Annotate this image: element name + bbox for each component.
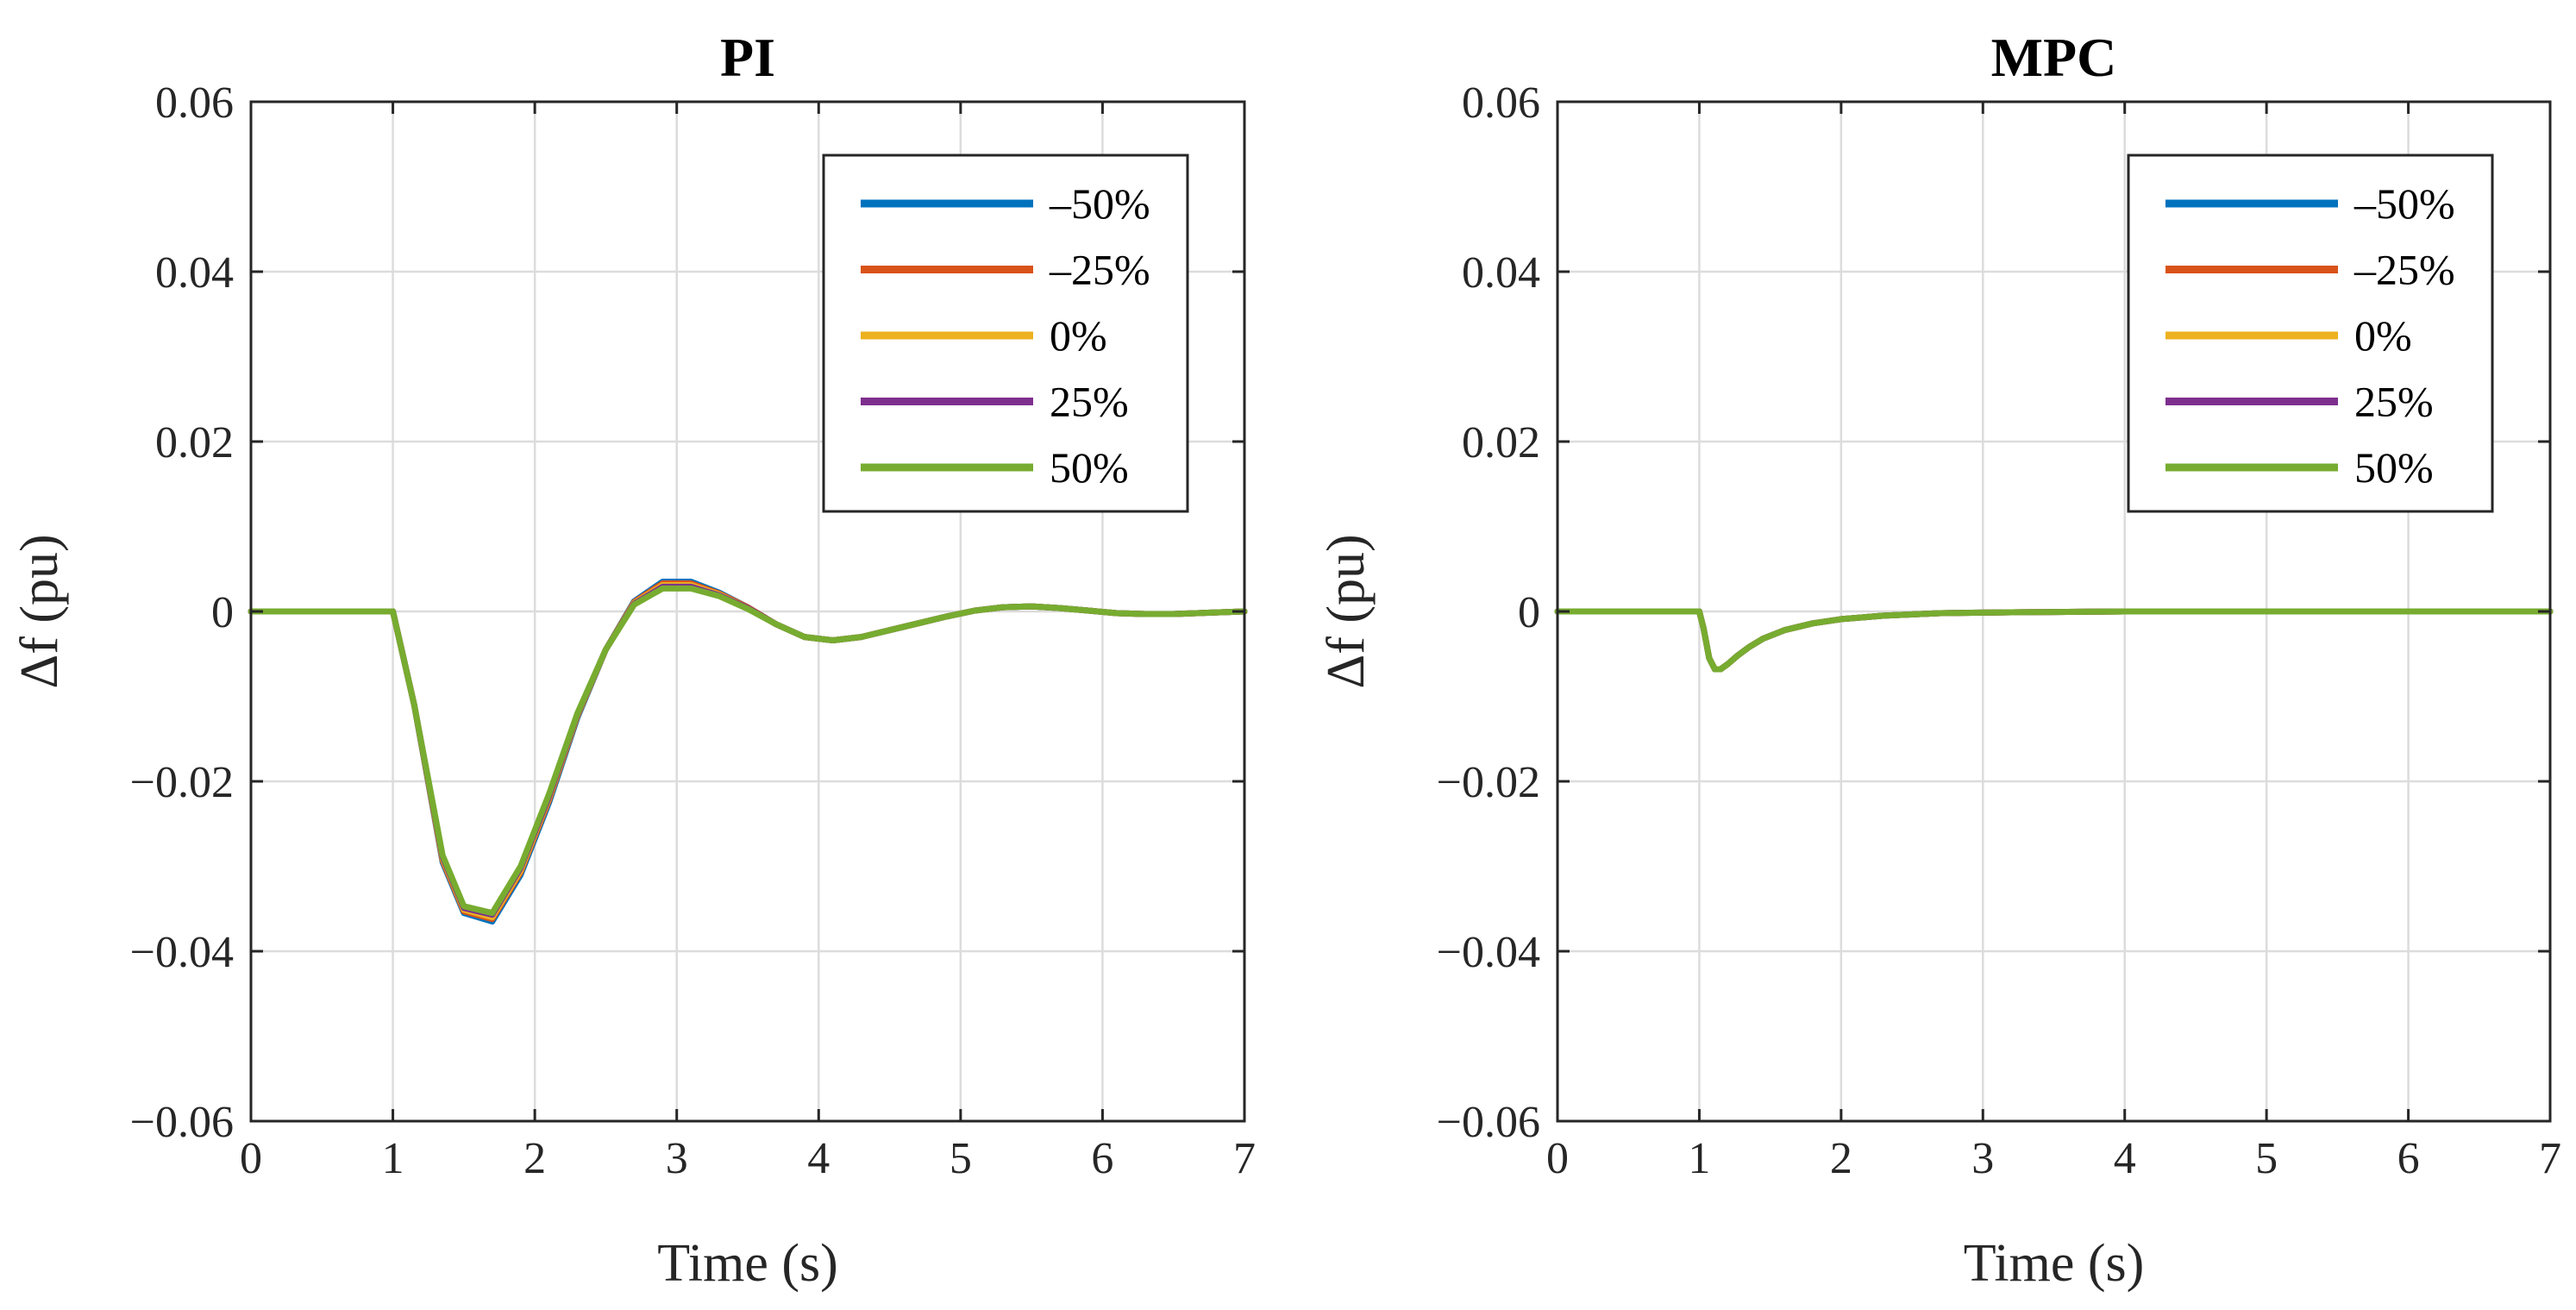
- legend: –50% –25% 0% 25% 50%: [822, 154, 1189, 513]
- legend-label-4: 50%: [2354, 443, 2434, 492]
- x-tick-label: 6: [2397, 1134, 2420, 1183]
- chart-title: PI: [720, 27, 775, 88]
- x-tick-label: 0: [1546, 1134, 1569, 1183]
- y-tick-label: 0.02: [1462, 418, 1540, 467]
- x-tick-label: 5: [950, 1134, 972, 1183]
- x-tick-label: 0: [240, 1134, 262, 1183]
- y-tick-label: 0: [1518, 588, 1540, 637]
- legend-label-0: –50%: [2353, 179, 2455, 228]
- x-tick-label: 1: [382, 1134, 404, 1183]
- chart-title: MPC: [1991, 27, 2117, 88]
- y-tick-label: 0: [211, 588, 234, 637]
- y-axis-label: Δf (pu): [1317, 534, 1376, 688]
- panel-mpc: 0 1 2 3 4 5 6 7 −0.06 −0.04 −0.02 0 0.02 0.04 0.06 MPC T…: [1317, 27, 2561, 1293]
- x-tick-label: 7: [1233, 1134, 1256, 1183]
- x-tick-label: 7: [2539, 1134, 2561, 1183]
- y-tick-label: −0.04: [1437, 928, 1540, 977]
- x-axis-label: Time (s): [1964, 1234, 2145, 1293]
- y-tick-label: 0.04: [155, 248, 234, 298]
- x-tick-label: 2: [1830, 1134, 1852, 1183]
- legend-label-2: 0%: [1050, 311, 1107, 360]
- x-tick-label: 6: [1091, 1134, 1113, 1183]
- x-tick-label: 1: [1688, 1134, 1710, 1183]
- series-line-4: [1554, 608, 2554, 673]
- y-tick-label: 0.06: [155, 78, 234, 128]
- y-tick-label: −0.06: [130, 1098, 234, 1147]
- x-tick-label: 4: [807, 1134, 830, 1183]
- y-tick-label: −0.02: [1437, 758, 1540, 807]
- legend-label-3: 25%: [2354, 378, 2434, 426]
- y-tick-label: 0.04: [1462, 248, 1540, 298]
- legend-label-4: 50%: [1050, 443, 1129, 492]
- legend-label-3: 25%: [1050, 378, 1129, 426]
- panel-pi: 0 1 2 3 4 5 6 7 −0.06 −0.04 −0.02 0 0.02 0.04 0.06 PI Ti…: [10, 27, 1256, 1293]
- y-tick-label: −0.06: [1437, 1098, 1540, 1147]
- legend-label-1: –25%: [2353, 246, 2455, 294]
- legend-label-0: –50%: [1049, 179, 1150, 228]
- x-axis-label: Time (s): [657, 1234, 838, 1293]
- x-tick-label: 5: [2255, 1134, 2278, 1183]
- x-tick-label: 4: [2114, 1134, 2136, 1183]
- legend: –50% –25% 0% 25% 50%: [2127, 154, 2494, 513]
- y-tick-label: −0.04: [130, 928, 234, 977]
- y-tick-label: 0.02: [155, 418, 234, 467]
- legend-label-2: 0%: [2354, 311, 2412, 360]
- y-tick-label: 0.06: [1462, 78, 1540, 128]
- x-tick-label: 2: [523, 1134, 546, 1183]
- y-tick-label: −0.02: [130, 758, 234, 807]
- y-axis-label: Δf (pu): [10, 534, 69, 688]
- legend-label-1: –25%: [1049, 246, 1150, 294]
- x-tick-label: 3: [1971, 1134, 1994, 1183]
- x-tick-label: 3: [666, 1134, 688, 1183]
- series-line-4: [248, 585, 1248, 917]
